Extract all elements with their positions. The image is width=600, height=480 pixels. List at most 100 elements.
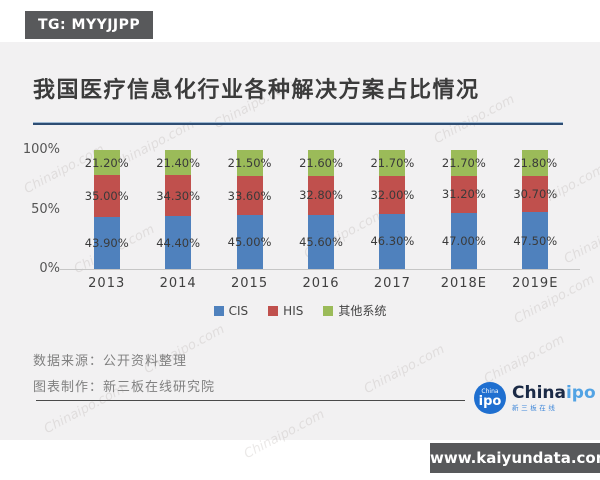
bar-value-label: 44.40% bbox=[156, 235, 201, 250]
bar-value-label: 21.70% bbox=[441, 155, 486, 170]
chinaipo-logo: China ipo Chinaipo 新三板在线 bbox=[474, 382, 596, 414]
bar-segment-HIS: 30.70% bbox=[513, 175, 557, 213]
legend-item-其他系统: 其他系统 bbox=[323, 302, 386, 319]
legend-label: HIS bbox=[283, 303, 304, 318]
bar-column: 21.20% 35.00% 43.90% bbox=[71, 150, 142, 269]
bar-value-label: 32.80% bbox=[299, 188, 343, 203]
bar-value-label: 35.00% bbox=[84, 188, 129, 203]
bar-segment-HIS: 34.30% bbox=[156, 175, 200, 217]
bar-column: 21.60% 32.80% 45.60% bbox=[285, 150, 356, 269]
stacked-bar: 21.50% 33.60% 45.00% bbox=[228, 150, 271, 269]
bar-value-label: 34.30% bbox=[156, 188, 201, 203]
x-axis-category-label: 2016 bbox=[302, 276, 340, 291]
x-axis-category-label: 2017 bbox=[373, 276, 411, 291]
logo-circle-big-text: ipo bbox=[478, 393, 502, 409]
bar-value-label: 43.90% bbox=[84, 235, 129, 250]
watermark-text: Chinaipo.com bbox=[361, 342, 448, 397]
brand-subtitle: 新三板在线 bbox=[512, 403, 558, 412]
x-axis-category-label: 2019E bbox=[512, 276, 559, 291]
bar-value-label: 33.60% bbox=[227, 188, 272, 203]
chinaipo-brand: Chinaipo bbox=[512, 382, 596, 403]
watermark-text: Chinaipo.com bbox=[481, 332, 568, 387]
footer-divider bbox=[36, 400, 465, 401]
y-axis-tick-label: 100% bbox=[22, 142, 60, 157]
bar-column: 21.70% 32.00% 46.30% bbox=[357, 150, 428, 269]
bar-segment-HIS: 32.00% bbox=[370, 175, 414, 214]
legend-swatch-icon bbox=[268, 305, 279, 316]
stacked-bar: 21.60% 32.80% 45.60% bbox=[299, 150, 343, 269]
x-axis-category-label: 2015 bbox=[231, 276, 269, 291]
bar-column: 21.50% 33.60% 45.00% bbox=[214, 150, 285, 269]
bar-value-label: 30.70% bbox=[513, 187, 558, 202]
plot-area: 21.20% 35.00% 43.90% 21.40% 34.30% 44.40% 21.5… bbox=[71, 150, 571, 269]
legend-swatch-icon bbox=[213, 305, 224, 316]
bar-value-label: 21.20% bbox=[84, 155, 129, 170]
x-axis-labels: 2013 2014 2015 2016 2017 2018E 2019E bbox=[71, 276, 571, 292]
tg-badge: TG: MYYJJPP bbox=[25, 11, 154, 39]
data-source-note: 数据来源：公开资料整理 bbox=[33, 354, 188, 369]
bar-segment-HIS: 33.60% bbox=[228, 175, 271, 216]
site-url-badge: www.kaiyundata.com bbox=[430, 443, 600, 473]
bar-value-label: 21.40% bbox=[156, 155, 201, 170]
bar-column: 21.80% 30.70% 47.50% bbox=[500, 150, 571, 269]
bar-segment-其他系统: 21.60% bbox=[299, 150, 343, 176]
bar-value-label: 47.00% bbox=[441, 233, 486, 248]
stacked-bar: 21.40% 34.30% 44.40% bbox=[156, 150, 200, 269]
bar-segment-CIS: 44.40% bbox=[156, 216, 200, 269]
chart-legend: CIS HIS 其他系统 bbox=[0, 302, 600, 319]
brand-china-text: China bbox=[512, 382, 566, 403]
bar-segment-CIS: 43.90% bbox=[85, 216, 129, 269]
bar-segment-HIS: 31.20% bbox=[442, 175, 486, 213]
bar-column: 21.70% 31.20% 47.00% bbox=[428, 150, 499, 269]
page-title: 我国医疗信息化行业各种解决方案占比情况 bbox=[33, 78, 480, 103]
bar-value-label: 31.20% bbox=[441, 187, 486, 202]
bar-segment-其他系统: 21.40% bbox=[156, 150, 200, 176]
watermark-text: Chinaipo.com bbox=[241, 407, 328, 462]
legend-item-CIS: CIS bbox=[213, 303, 249, 318]
legend-swatch-icon bbox=[323, 305, 334, 316]
stacked-bar: 21.70% 31.20% 47.00% bbox=[442, 150, 486, 269]
x-axis-category-label: 2014 bbox=[159, 276, 197, 291]
brand-ipo-text: ipo bbox=[565, 382, 596, 403]
bar-column: 21.40% 34.30% 44.40% bbox=[142, 150, 213, 269]
bar-segment-CIS: 47.00% bbox=[442, 213, 486, 269]
chart-card: Chinaipo.com Chinaipo.com Chinaipo.com Chin… bbox=[0, 42, 600, 462]
bar-segment-CIS: 46.30% bbox=[370, 213, 414, 269]
legend-item-HIS: HIS bbox=[268, 304, 303, 318]
legend-label: 其他系统 bbox=[338, 304, 387, 318]
bar-segment-其他系统: 21.80% bbox=[513, 150, 557, 176]
bar-value-label: 21.50% bbox=[227, 155, 272, 170]
bar-segment-CIS: 45.60% bbox=[299, 214, 343, 269]
stacked-bar: 21.80% 30.70% 47.50% bbox=[513, 150, 557, 269]
bar-value-label: 32.00% bbox=[370, 187, 415, 202]
bar-segment-其他系统: 21.70% bbox=[442, 150, 486, 176]
bar-value-label: 46.30% bbox=[370, 234, 415, 249]
logo-circle-small-text: China bbox=[481, 387, 499, 395]
y-axis-tick-label: 50% bbox=[31, 201, 60, 217]
x-axis-category-label: 2018E bbox=[440, 276, 487, 291]
title-divider bbox=[33, 122, 563, 125]
bar-value-label: 45.60% bbox=[299, 234, 343, 249]
chinaipo-logo-icon: China ipo bbox=[474, 382, 506, 414]
bar-segment-HIS: 35.00% bbox=[85, 175, 129, 217]
bar-segment-其他系统: 21.20% bbox=[85, 150, 129, 176]
bar-value-label: 21.80% bbox=[513, 155, 558, 170]
bar-value-label: 21.60% bbox=[299, 155, 343, 170]
bar-segment-HIS: 32.80% bbox=[299, 175, 343, 215]
legend-label: CIS bbox=[228, 303, 249, 318]
stacked-bar: 21.70% 32.00% 46.30% bbox=[370, 150, 414, 269]
chart-maker-note: 图表制作：新三板在线研究院 bbox=[33, 380, 216, 395]
x-axis-category-label: 2013 bbox=[88, 276, 126, 291]
bar-segment-其他系统: 21.50% bbox=[228, 150, 271, 176]
bar-value-label: 47.50% bbox=[513, 233, 558, 248]
bar-segment-CIS: 45.00% bbox=[228, 215, 271, 269]
bar-segment-CIS: 47.50% bbox=[513, 212, 557, 269]
bar-segment-其他系统: 21.70% bbox=[370, 150, 414, 176]
chinaipo-logo-text: Chinaipo 新三板在线 bbox=[512, 382, 596, 412]
bar-value-label: 21.70% bbox=[370, 155, 415, 170]
x-axis-line bbox=[60, 269, 580, 270]
bar-value-label: 45.00% bbox=[227, 235, 272, 250]
y-axis-tick-label: 0% bbox=[39, 261, 60, 276]
stacked-bar: 21.20% 35.00% 43.90% bbox=[85, 150, 129, 269]
